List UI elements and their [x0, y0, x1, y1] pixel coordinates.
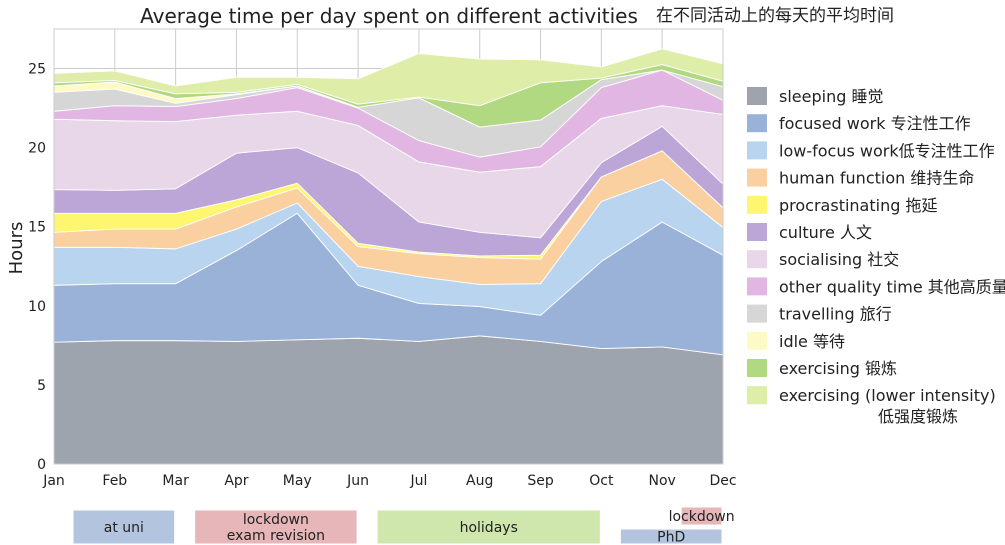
- area-series-layer: [53, 48, 724, 465]
- legend-swatch: [747, 141, 767, 160]
- area-series: [53, 335, 724, 465]
- y-tick-label: 25: [28, 62, 46, 78]
- x-tick-label: Aug: [466, 473, 493, 489]
- legend-swatch: [747, 277, 767, 296]
- legend-label: low-focus work低专注性工作: [779, 141, 995, 160]
- legend-label: focused work 专注性工作: [779, 114, 971, 133]
- period-bar: [70, 507, 178, 545]
- legend-label: socialising 社交: [779, 250, 899, 269]
- x-tick-label: Mar: [162, 473, 189, 489]
- legend-swatch: [747, 359, 767, 377]
- legend-label: idle 等待: [779, 332, 845, 351]
- legend-swatch: [747, 168, 767, 187]
- period-bar: [192, 507, 360, 545]
- legend-label: sleeping 睡觉: [779, 87, 883, 106]
- x-tick-label: Feb: [102, 473, 127, 489]
- legend-label: other quality time 其他高质量时间: [779, 277, 1005, 296]
- y-tick-label: 20: [28, 141, 46, 157]
- legend-label: human function 维持生命: [779, 169, 974, 188]
- legend-swatch: [747, 223, 767, 241]
- chart-title-chinese: 在不同活动上的每天的平均时间: [656, 6, 894, 26]
- x-tick-label: Dec: [709, 473, 736, 489]
- y-tick-label: 5: [37, 378, 46, 394]
- legend-swatch: [747, 304, 767, 323]
- legend-swatch: [747, 386, 767, 405]
- legend-label: procrastinating 拖延: [779, 196, 937, 215]
- x-tick-label: May: [283, 473, 312, 489]
- y-tick-label: 10: [28, 299, 46, 315]
- legend-label: travelling 旅行: [779, 305, 892, 324]
- legend-swatch: [747, 250, 767, 269]
- x-tick-labels: Jan Feb Mar Apr May Jun Jul Aug Sep Oct Nov Dec: [42, 473, 736, 489]
- x-tick-label: Jun: [346, 473, 369, 489]
- legend-label: exercising 锻炼: [779, 359, 897, 378]
- period-label: holidays: [460, 520, 518, 536]
- period-label: lockdown: [243, 512, 309, 528]
- legend-label-chinese: 低强度锻炼: [878, 407, 958, 426]
- legend-swatch: [747, 114, 767, 133]
- legend-swatch: [747, 87, 767, 105]
- legend-swatch: [747, 195, 767, 214]
- y-axis-label: Hours: [6, 222, 27, 275]
- x-tick-label: Jan: [42, 473, 65, 489]
- period-label: lockdown: [669, 509, 735, 525]
- period-bar: [617, 526, 725, 545]
- x-tick-label: Nov: [649, 473, 676, 489]
- y-tick-label: 0: [37, 457, 46, 473]
- legend: sleeping 睡觉 focused work 专注性工作 low-focus w…: [747, 87, 1005, 426]
- legend-label: exercising (lower intensity): [779, 386, 996, 405]
- y-tick-label: 15: [28, 220, 46, 236]
- x-tick-label: Oct: [589, 473, 614, 489]
- legend-swatch: [747, 331, 767, 350]
- period-label: exam revision: [227, 528, 325, 544]
- period-bar: [374, 507, 603, 545]
- x-tick-label: Jul: [409, 473, 427, 489]
- x-tick-label: Sep: [527, 473, 554, 489]
- chart-title: Average time per day spent on different …: [140, 4, 638, 28]
- y-tick-labels: 0 5 10 15 20 25: [28, 62, 46, 473]
- period-bar: [678, 504, 725, 528]
- period-label: at uni: [104, 520, 144, 536]
- period-label: PhD: [657, 530, 685, 545]
- legend-label: culture 人文: [779, 223, 872, 242]
- plot-frame: [53, 28, 724, 465]
- x-tick-label: Apr: [224, 473, 248, 489]
